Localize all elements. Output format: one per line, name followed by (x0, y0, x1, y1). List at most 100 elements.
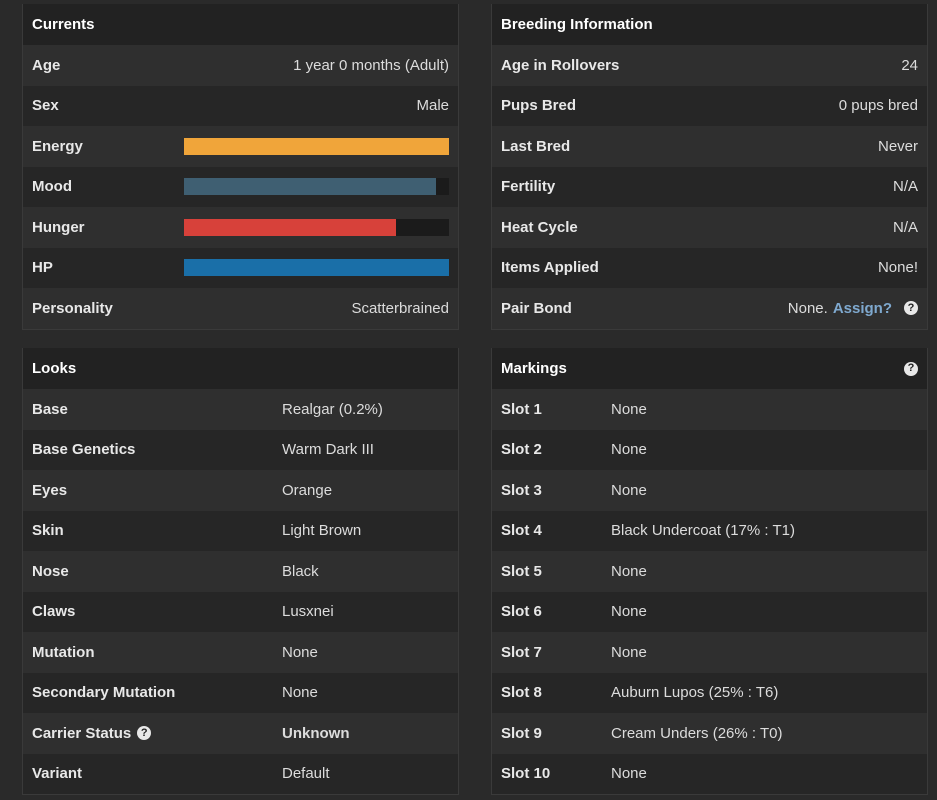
row-sex: Sex Male (23, 85, 458, 126)
row-hp: HP (23, 247, 458, 288)
marking-slot-row: Slot 3 None (492, 470, 927, 511)
currents-title: Currents (32, 16, 95, 33)
row-heat-cycle: Heat Cycle N/A (492, 207, 927, 248)
marking-slot-value: Black Undercoat (17% : T1) (611, 522, 795, 540)
sex-value: Male (416, 97, 449, 115)
looks-row: Base Genetics Warm Dark III (23, 429, 458, 470)
marking-slot-row: Slot 2 None (492, 429, 927, 470)
pair-bond-label: Pair Bond (501, 299, 572, 317)
hunger-bar-fill (184, 218, 396, 236)
markings-title: Markings (501, 360, 567, 377)
age-label: Age (32, 56, 61, 74)
hp-bar-fill (184, 259, 449, 277)
looks-label: Skin (32, 522, 64, 540)
markings-help-icon[interactable]: ? (904, 361, 918, 376)
looks-row: Secondary Mutation None (23, 672, 458, 713)
looks-value: None (282, 643, 318, 661)
looks-value: None (282, 684, 318, 702)
looks-row: Mutation None (23, 632, 458, 673)
pair-bond-status: None. (787, 299, 828, 317)
looks-value: Orange (282, 481, 333, 499)
sex-label: Sex (32, 97, 59, 115)
looks-row: Claws Lusxnei (23, 591, 458, 632)
energy-bar (184, 137, 449, 155)
looks-panel: Looks Base Realgar (0.2%) Base Genetics … (22, 348, 459, 795)
row-last-bred: Last Bred Never (492, 126, 927, 167)
assign-pair-bond-link[interactable]: Assign? (832, 299, 892, 317)
looks-row: Base Realgar (0.2%) (23, 389, 458, 430)
pups-bred-value: 0 pups bred (838, 97, 918, 115)
row-pups-bred: Pups Bred 0 pups bred (492, 85, 927, 126)
fertility-value: N/A (892, 178, 918, 196)
marking-slot-value: None (611, 400, 647, 418)
hp-label: HP (32, 259, 53, 277)
markings-header: Markings ? (492, 348, 927, 389)
currents-panel: Currents Age 1 year 0 months (Adult) Sex… (22, 4, 459, 330)
marking-slot-value: Cream Unders (26% : T0) (611, 724, 783, 742)
marking-slot-value: None (611, 765, 647, 783)
items-applied-value: None! (877, 259, 918, 277)
row-hunger: Hunger (23, 207, 458, 248)
marking-slot-row: Slot 8 Auburn Lupos (25% : T6) (492, 672, 927, 713)
hunger-bar (184, 218, 449, 236)
marking-slot-label: Slot 3 (501, 481, 542, 499)
last-bred-label: Last Bred (501, 137, 571, 155)
row-items-applied: Items Applied None! (492, 247, 927, 288)
heat-cycle-label: Heat Cycle (501, 218, 578, 236)
looks-value: Black (282, 562, 319, 580)
marking-slot-label: Slot 6 (501, 603, 542, 621)
age-rollovers-label: Age in Rollovers (501, 56, 620, 74)
pups-bred-label: Pups Bred (501, 97, 577, 115)
marking-slot-row: Slot 4 Black Undercoat (17% : T1) (492, 510, 927, 551)
age-value: 1 year 0 months (Adult) (293, 56, 449, 74)
variant-value: Default (282, 765, 330, 783)
breeding-header: Breeding Information (492, 4, 927, 45)
items-applied-label: Items Applied (501, 259, 599, 277)
carrier-status-label: Carrier Status ? (32, 725, 152, 742)
row-fertility: Fertility N/A (492, 166, 927, 207)
mood-label: Mood (32, 178, 72, 196)
looks-label: Mutation (32, 643, 95, 661)
personality-value: Scatterbrained (351, 299, 449, 317)
looks-label: Secondary Mutation (32, 684, 176, 702)
marking-slot-row: Slot 1 None (492, 389, 927, 430)
marking-slot-label: Slot 1 (501, 400, 542, 418)
carrier-status-value[interactable]: Unknown (282, 724, 350, 742)
personality-label: Personality (32, 299, 113, 317)
looks-value: Lusxnei (282, 603, 334, 621)
pair-bond-help-icon[interactable]: ? (904, 301, 918, 316)
marking-slot-label: Slot 8 (501, 684, 542, 702)
looks-row: Nose Black (23, 551, 458, 592)
row-energy: Energy (23, 126, 458, 167)
looks-header: Looks (23, 348, 458, 389)
looks-label: Base Genetics (32, 441, 136, 459)
pair-bond-value: None. Assign? ? (788, 300, 918, 317)
looks-label: Claws (32, 603, 76, 621)
row-variant: Variant Default (23, 753, 458, 794)
marking-slot-label: Slot 10 (501, 765, 551, 783)
row-mood: Mood (23, 166, 458, 207)
looks-value: Realgar (0.2%) (282, 400, 383, 418)
energy-bar-fill (184, 137, 449, 155)
breeding-title: Breeding Information (501, 16, 653, 33)
row-personality: Personality Scatterbrained (23, 288, 458, 329)
looks-label: Eyes (32, 481, 68, 499)
marking-slot-value: None (611, 562, 647, 580)
marking-slot-row: Slot 9 Cream Unders (26% : T0) (492, 713, 927, 754)
marking-slot-label: Slot 4 (501, 522, 542, 540)
marking-slot-label: Slot 7 (501, 643, 542, 661)
row-age: Age 1 year 0 months (Adult) (23, 45, 458, 86)
mood-bar-fill (184, 178, 436, 196)
looks-label: Base (32, 400, 68, 418)
marking-slot-value: None (611, 441, 647, 459)
heat-cycle-value: N/A (892, 218, 918, 236)
carrier-status-help-icon[interactable]: ? (137, 726, 152, 741)
marking-slot-value: Auburn Lupos (25% : T6) (611, 684, 779, 702)
row-carrier-status: Carrier Status ? Unknown (23, 713, 458, 754)
looks-row: Eyes Orange (23, 470, 458, 511)
marking-slot-value: None (611, 643, 647, 661)
looks-value: Warm Dark III (282, 441, 374, 459)
looks-title: Looks (32, 360, 77, 377)
marking-slot-label: Slot 5 (501, 562, 542, 580)
